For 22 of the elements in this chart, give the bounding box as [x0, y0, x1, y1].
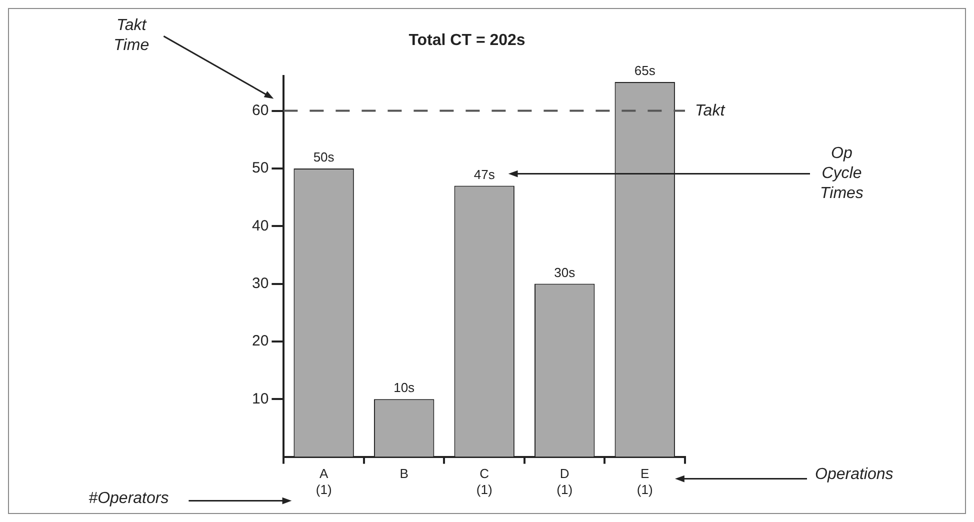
data-label: 65s	[634, 63, 656, 78]
x-tick-label: C (1)	[476, 466, 492, 497]
y-tick-label: 20	[252, 332, 269, 350]
y-tick-label: 60	[252, 102, 269, 119]
data-label: 30s	[554, 264, 576, 280]
text: #Operators	[88, 488, 169, 509]
x-tick-label: E (1)	[636, 466, 653, 497]
data-label: 47s	[474, 166, 496, 182]
text: Operations	[815, 464, 894, 485]
x-tick-label: D (1)	[556, 466, 573, 497]
text: Takt Time	[114, 16, 150, 56]
y-tick-label: 50	[252, 160, 269, 177]
x-tick-label: A (1)	[316, 466, 332, 497]
data-label: 10s	[394, 380, 416, 396]
data-label: 50s	[313, 150, 335, 165]
y-tick-label: 40	[252, 217, 269, 234]
y-tick-label: 10	[252, 390, 269, 408]
text: Op Cycle Times	[820, 144, 864, 204]
x-tick-label: B	[400, 466, 408, 482]
ref-line-label: Takt	[695, 102, 726, 120]
y-tick-label: 30	[252, 274, 269, 292]
chart-title: Total CT = 202s	[408, 32, 526, 50]
